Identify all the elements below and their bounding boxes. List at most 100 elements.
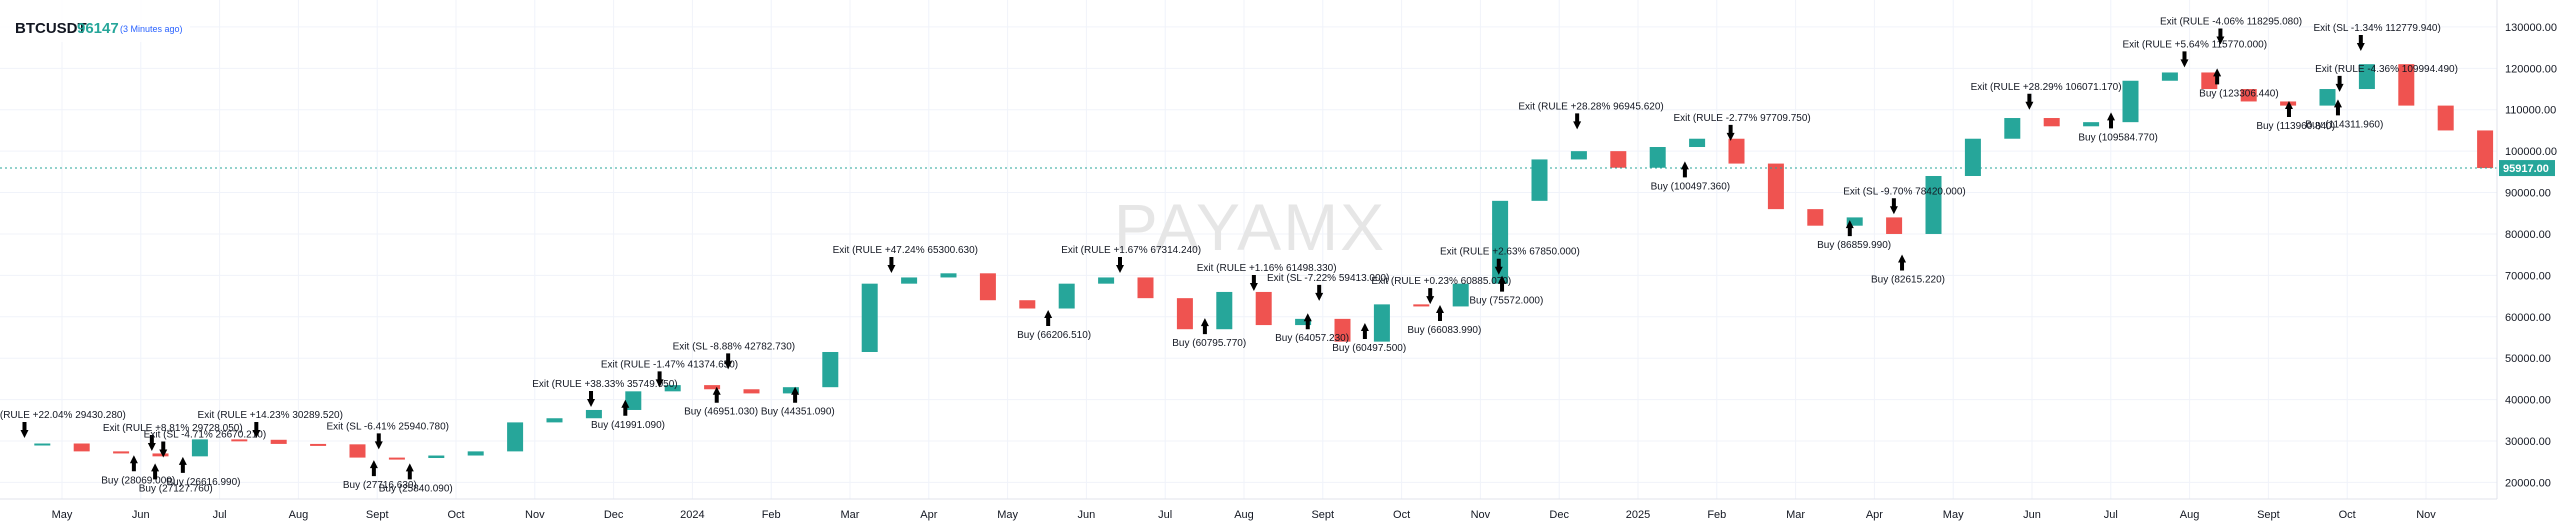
exit-arrow [1573, 113, 1582, 130]
buy-arrow [1360, 323, 1369, 340]
x-tick-label: Nov [525, 509, 545, 521]
candle [73, 443, 90, 452]
x-tick-label: Jun [1078, 509, 1096, 521]
candle [1137, 277, 1154, 299]
buy-arrow [1898, 254, 1907, 271]
exit-arrow [2335, 75, 2344, 92]
buy-label: Buy (114311.960) [2305, 119, 2383, 130]
exit-arrow [2180, 51, 2189, 68]
y-tick-label: 100000.00 [2505, 146, 2557, 158]
y-tick-label: 110000.00 [2505, 105, 2556, 117]
buy-arrow [1498, 275, 1507, 292]
buy-label: Buy (100497.360) [1651, 181, 1731, 192]
x-tick-label: Apr [920, 509, 937, 521]
exit-arrow [1116, 257, 1124, 274]
candle [861, 283, 878, 352]
buy-arrow [405, 463, 414, 480]
buy-label: Buy (46951.030) [684, 407, 758, 418]
y-tick-label: 20000.00 [2505, 477, 2551, 489]
candle [1216, 291, 1233, 330]
y-tick-label: 130000.00 [2505, 22, 2557, 34]
candle [625, 391, 642, 410]
candle [1058, 283, 1075, 309]
buy-arrow [2213, 68, 2222, 85]
buy-label: Buy (60795.770) [1172, 338, 1246, 349]
exit-label: Exit (RULE -2.77% 97709.750) [1673, 113, 1810, 124]
x-tick-label: 2024 [680, 509, 704, 521]
candle [1413, 304, 1430, 307]
exit-label: Exit (RULE +28.28% 96945.620) [1518, 101, 1663, 112]
buy-arrow [1436, 305, 1444, 322]
y-tick-label: 40000.00 [2505, 395, 2551, 407]
exit-label: Exit (RULE +8.81% 29728.050) [103, 423, 243, 434]
x-tick-label: Nov [2416, 509, 2436, 521]
candle [585, 409, 602, 419]
header-bg [0, 0, 190, 42]
x-tick-label: Sept [2257, 509, 2280, 521]
exit-label: Exit (SL -6.41% 25940.780) [327, 421, 449, 432]
x-tick-label: Aug [1234, 509, 1254, 521]
candle [2437, 105, 2454, 131]
candle [270, 439, 287, 444]
candle [310, 443, 327, 446]
exit-arrow [887, 257, 896, 274]
candle [2161, 72, 2178, 81]
exit-label: Exit (RULE +5.64% 115770.000) [2122, 39, 2267, 50]
x-tick-label: Apr [1866, 509, 1883, 521]
candle [979, 273, 996, 301]
candle [743, 389, 760, 394]
x-tick-label: Aug [2180, 509, 2200, 521]
candle [2043, 118, 2060, 127]
x-tick-label: Feb [762, 509, 781, 521]
buy-arrow [1680, 161, 1689, 178]
x-tick-label: Aug [289, 509, 309, 521]
x-tick-label: Jul [2104, 509, 2118, 521]
exit-label: Exit (RULE +14.23% 30289.520) [198, 410, 343, 421]
exit-label: Exit (RULE +1.67% 67314.240) [1061, 245, 1201, 256]
x-tick-label: 2025 [1626, 509, 1650, 521]
candle [1334, 318, 1351, 342]
x-tick-label: May [1943, 509, 1964, 521]
exit-label: Exit (RULE +0.23% 60885.070) [1371, 276, 1511, 287]
candle [1373, 304, 1390, 342]
candle [782, 387, 799, 394]
candle [467, 451, 484, 456]
exit-arrow [2216, 28, 2225, 45]
buy-label: Buy (41991.090) [591, 420, 665, 431]
watermark: PAYAMX [1114, 190, 1386, 264]
buy-label: Buy (27716.630) [343, 480, 417, 491]
buy-label: Buy (26616.990) [167, 477, 241, 488]
buy-label: Buy (44351.090) [761, 407, 835, 418]
candle [388, 457, 405, 460]
buy-arrow [369, 460, 378, 477]
buy-arrow [712, 386, 721, 403]
buy-label: Buy (60497.500) [1332, 343, 1406, 354]
candle [546, 418, 563, 423]
buy-label: Buy (27127.760) [139, 483, 213, 494]
buy-label: Buy (86859.990) [1817, 240, 1891, 251]
candle [664, 385, 681, 392]
candle [2083, 122, 2100, 127]
exit-label: Exit (SL -7.22% 59413.000) [1267, 273, 1389, 284]
buy-arrow [621, 399, 630, 416]
exit-label: Exit (SL -8.88% 42782.730) [673, 341, 795, 352]
candle [2398, 64, 2415, 106]
y-tick-label: 80000.00 [2505, 229, 2551, 241]
exit-label: Exit (RULE -1.47% 41374.650) [601, 359, 738, 370]
candle [428, 455, 445, 459]
candle [940, 273, 957, 278]
x-tick-label: Dec [604, 509, 624, 521]
x-tick-label: Jun [2023, 509, 2041, 521]
candle [1728, 138, 1745, 164]
last-price-label: 95917.00 [2503, 163, 2549, 175]
candle [2122, 80, 2139, 123]
exit-arrow [1889, 198, 1898, 215]
candle [507, 422, 524, 452]
candle [1610, 151, 1627, 168]
exit-label: Exit (SL -4.71% 26670.210) [144, 430, 266, 441]
candle [1295, 318, 1312, 326]
x-tick-label: May [997, 509, 1018, 521]
exit-arrow [2025, 93, 2034, 110]
candle [1886, 217, 1903, 234]
